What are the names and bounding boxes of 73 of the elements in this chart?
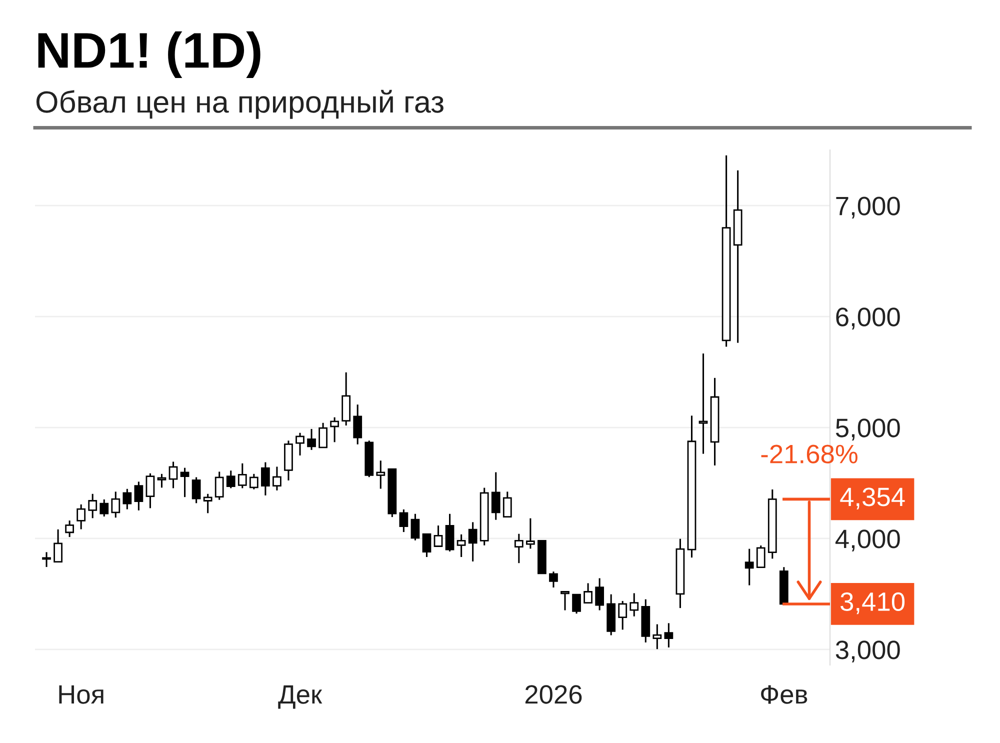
ref-line-label: 3,410 — [840, 592, 905, 614]
candlestick — [664, 623, 674, 648]
candlestick — [388, 468, 397, 518]
candlestick — [549, 572, 558, 588]
candlestick — [698, 354, 708, 454]
candlestick — [422, 533, 432, 557]
candlestick — [434, 526, 443, 547]
candlestick — [606, 594, 616, 636]
annotation: -21.68% — [761, 444, 858, 464]
candlestick — [330, 417, 340, 442]
candlestick — [100, 499, 109, 516]
y-tick-label: 7,000 — [836, 196, 900, 219]
candlestick — [768, 489, 777, 559]
candlestick — [480, 488, 489, 546]
candlestick — [249, 474, 258, 490]
candlestick — [538, 540, 546, 574]
candlestick — [296, 432, 304, 456]
candlestick — [410, 514, 420, 540]
candlestick — [134, 482, 144, 510]
candlestick — [284, 440, 293, 480]
candlestick — [192, 477, 201, 504]
candlestick — [456, 534, 466, 557]
candlestick — [652, 624, 662, 650]
candlestick — [318, 422, 328, 448]
y-tick-label: 3,000 — [836, 640, 900, 662]
candlestick — [111, 492, 120, 518]
x-tick-label: Фев — [761, 685, 808, 704]
candlestick — [710, 378, 720, 466]
x-tick-label: 2026 — [525, 685, 582, 704]
candlestick — [42, 552, 51, 567]
candlestick — [122, 488, 132, 510]
candlestick — [88, 494, 98, 518]
candlestick — [376, 460, 386, 489]
x-tick-label: Ноя — [59, 685, 104, 704]
candlestick — [722, 155, 731, 347]
candlestick — [779, 567, 788, 605]
candlestick — [342, 372, 351, 426]
y-tick-label: 4,000 — [835, 530, 900, 552]
candlestick — [76, 504, 86, 530]
candlestick — [676, 538, 685, 608]
ref-line-label: 4,354 — [840, 488, 905, 510]
candlestick — [641, 599, 650, 642]
candlestick — [180, 468, 190, 498]
candlestick — [618, 600, 628, 630]
candlestick — [54, 529, 62, 562]
candlestick — [260, 462, 270, 496]
candlestick — [399, 509, 408, 532]
y-tick-label: 5,000 — [836, 418, 900, 440]
candlestick — [756, 545, 766, 568]
candlestick — [353, 404, 362, 444]
candlestick — [468, 522, 478, 562]
candlestick — [272, 466, 282, 490]
candlestick — [687, 416, 696, 558]
chart-subtitle: Обвал цен на природный газ — [36, 90, 444, 119]
candlestick — [157, 474, 166, 488]
candlestick — [65, 520, 74, 538]
candlestick — [214, 472, 224, 500]
candlestick — [168, 462, 178, 488]
candlestick — [307, 428, 316, 450]
candlestick — [514, 534, 524, 564]
chart-title: ND1! (1D) — [38, 31, 260, 78]
candlestick — [560, 591, 570, 610]
candlestick — [491, 472, 500, 520]
candlestick — [733, 170, 742, 343]
candlestick — [630, 593, 639, 616]
candlestick — [595, 578, 604, 610]
candlestick — [744, 548, 754, 586]
candlestick — [572, 594, 581, 614]
x-tick-label: Дек — [278, 685, 322, 709]
candlestick — [584, 583, 592, 604]
candlestick — [526, 518, 535, 549]
y-tick-label: 6,000 — [836, 308, 900, 330]
candlestick — [502, 492, 512, 518]
